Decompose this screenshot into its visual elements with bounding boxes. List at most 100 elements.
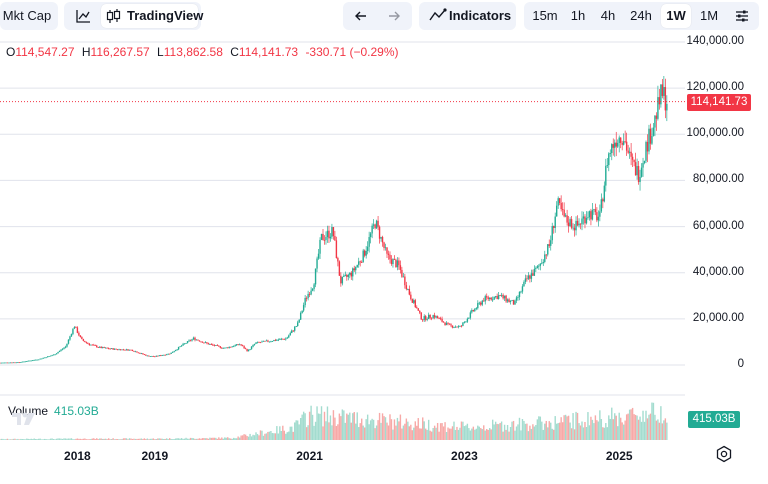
volume-bar [119, 439, 122, 440]
volume-bar [35, 438, 37, 440]
volume-bar [317, 413, 320, 440]
candle-body [142, 353, 144, 355]
candle-body [466, 318, 469, 322]
candle-body [489, 297, 491, 299]
volume-bar [57, 438, 59, 440]
candle-body [652, 127, 655, 136]
candle-body [133, 350, 135, 352]
volume-bar [264, 433, 266, 440]
candle-body [212, 344, 214, 346]
volume-bar [463, 426, 466, 440]
candle-body [176, 349, 178, 351]
candle-body [12, 362, 15, 364]
interval-1h[interactable]: 1h [570, 8, 586, 23]
candle-body [395, 259, 397, 268]
volume-bar [371, 418, 373, 440]
volume-bar [599, 410, 601, 440]
candle-body [553, 226, 555, 228]
volume-bar [541, 421, 543, 440]
candle-body [573, 227, 576, 231]
candle-body [563, 209, 565, 217]
candle-body [51, 355, 53, 357]
line-chart-button[interactable] [68, 4, 98, 28]
candle-body [311, 288, 314, 291]
candle-body [578, 223, 580, 226]
volume-bar [46, 439, 49, 440]
candle-body [422, 319, 424, 321]
volume-bar [227, 437, 229, 440]
volume-bar [602, 427, 604, 440]
grid [0, 41, 685, 366]
candle-body [282, 338, 284, 340]
candle-body [436, 316, 439, 319]
volume-bar [210, 437, 213, 440]
volume-bar [405, 418, 408, 440]
volume-bar [43, 438, 46, 440]
volume-bar [270, 430, 272, 440]
candle-body [161, 355, 163, 356]
candle-body [554, 216, 556, 228]
candle-body [606, 165, 609, 166]
undo-button[interactable] [347, 4, 375, 28]
candle-body [646, 141, 649, 152]
volume-bar [304, 413, 306, 440]
volume-bar [157, 438, 159, 440]
y-tick-label: 60,000.00 [692, 219, 744, 232]
x-tick-label: 2025 [605, 449, 633, 463]
volume-bar [517, 424, 519, 440]
candle-body [85, 342, 88, 343]
candle-body [99, 346, 101, 348]
candle-body [472, 310, 475, 312]
volume-bar [234, 438, 236, 440]
candle-body [180, 345, 183, 347]
volume-bar [5, 439, 7, 440]
tradingview-button[interactable]: TradingView [101, 4, 203, 28]
interval-24h[interactable]: 24h [630, 8, 652, 23]
chart-settings-button[interactable] [728, 4, 756, 28]
mkt-cap-button[interactable]: Mkt Cap [0, 2, 58, 30]
volume-bar [209, 437, 211, 440]
volume-bar [423, 421, 425, 440]
candle-body [469, 312, 472, 318]
volume-bar [329, 415, 332, 440]
candle-body [21, 361, 24, 363]
candle-body [146, 355, 149, 357]
volume-bar [140, 438, 143, 440]
interval-15m[interactable]: 15m [532, 8, 558, 23]
volume-bar [593, 423, 595, 440]
candle-body [189, 340, 192, 342]
arrow-right-icon [389, 11, 400, 21]
volume-bar [355, 423, 357, 440]
candle-body [544, 254, 546, 262]
volume-bar [240, 435, 242, 440]
interval-4h[interactable]: 4h [600, 8, 616, 23]
volume-bar [579, 425, 582, 440]
redo-button[interactable] [380, 4, 408, 28]
candle-body [139, 352, 141, 354]
volume-bar [566, 416, 568, 440]
volume-bar [368, 424, 370, 440]
interval-1w[interactable]: 1W [661, 4, 691, 28]
interval-1m[interactable]: 1M [699, 8, 719, 23]
gear-icon[interactable] [714, 444, 734, 464]
volume-bar [398, 421, 400, 440]
candle-body [541, 262, 543, 264]
candle-body [38, 359, 40, 361]
candle-body [186, 341, 189, 344]
volume-bar [288, 431, 290, 440]
candle-body [75, 327, 77, 328]
volume-bar [8, 439, 10, 440]
candle-body [33, 359, 35, 361]
volume-bar [561, 422, 564, 440]
close-label: C [230, 45, 239, 59]
candle-body [143, 354, 146, 356]
volume-bar [386, 422, 388, 440]
volume-bar [358, 427, 360, 440]
candle-body [465, 321, 467, 323]
volume-bar [113, 439, 116, 440]
volume-bar [555, 423, 558, 440]
candle-body [163, 354, 165, 356]
volume-bar [85, 439, 88, 440]
indicators-button[interactable]: Indicators [419, 2, 516, 30]
